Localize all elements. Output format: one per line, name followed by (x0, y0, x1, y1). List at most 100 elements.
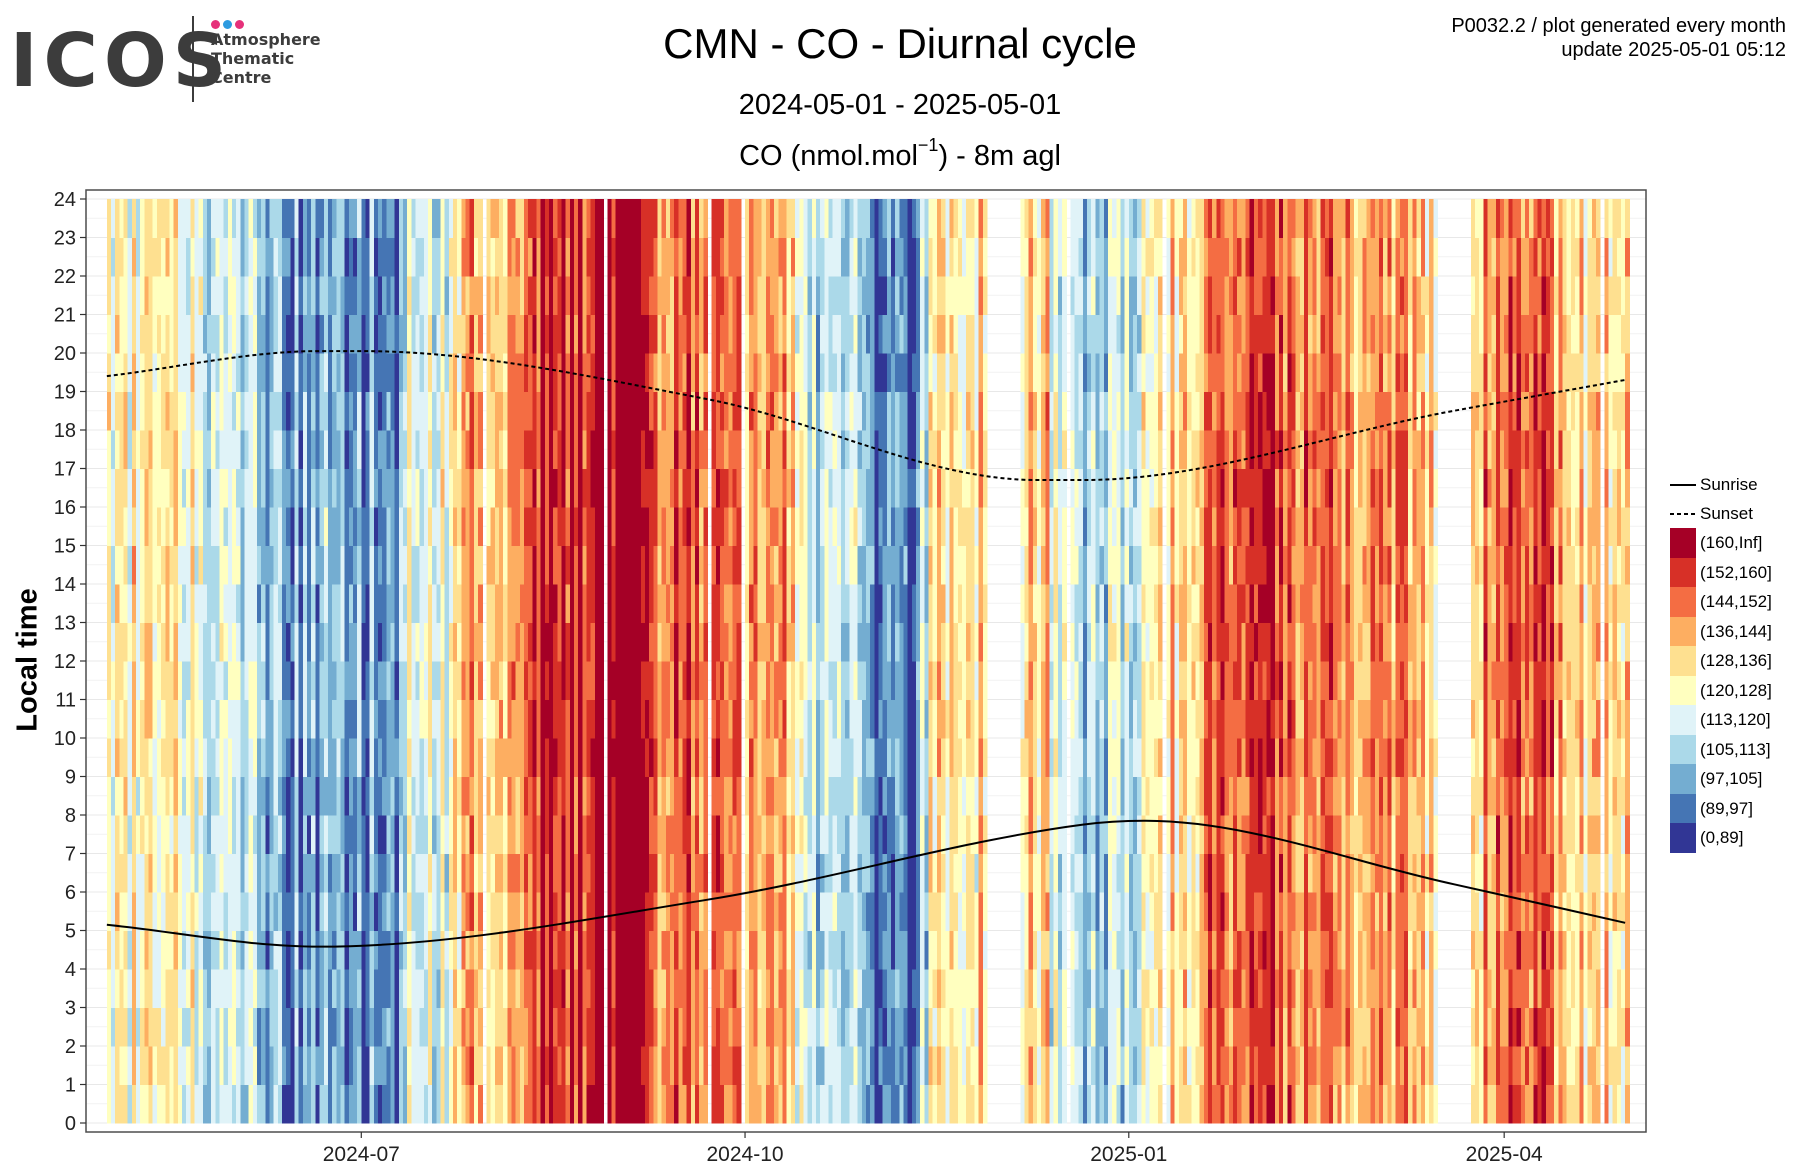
heatmap-cell (699, 622, 704, 662)
heatmap-cell (194, 430, 200, 470)
heatmap-cell (227, 391, 233, 431)
heatmap-cell (815, 545, 821, 585)
heatmap-cell (636, 584, 642, 624)
heatmap-cell (782, 314, 788, 354)
heatmap-cell (478, 391, 483, 431)
heatmap-cell (615, 468, 621, 508)
heatmap-cell (407, 776, 412, 816)
heatmap-cell (511, 892, 517, 932)
heatmap-cell (953, 237, 959, 277)
heatmap-cell (473, 738, 479, 778)
heatmap-cell (190, 430, 196, 470)
heatmap-cell (190, 738, 196, 778)
heatmap-cell (882, 391, 888, 431)
heatmap-cell (790, 776, 796, 816)
heatmap-cell (778, 314, 784, 354)
heatmap-cell (198, 391, 204, 431)
heatmap-cell (211, 969, 216, 1009)
heatmap-cell (728, 430, 734, 470)
heatmap-cell (795, 1046, 800, 1086)
heatmap-cell (352, 1046, 358, 1086)
heatmap-cell (352, 1007, 358, 1047)
heatmap-cell (540, 468, 546, 508)
heatmap-cell (377, 584, 383, 624)
heatmap-cell (144, 545, 150, 585)
heatmap-cell (757, 661, 763, 701)
heatmap-cell (657, 1084, 663, 1124)
heatmap-cell (753, 699, 759, 739)
heatmap-cell (144, 584, 150, 624)
heatmap-cell (974, 584, 980, 624)
heatmap-cell (186, 699, 191, 739)
heatmap-cell (540, 930, 546, 970)
heatmap-cell (824, 276, 830, 316)
heatmap-cell (845, 661, 850, 701)
heatmap-cell (895, 622, 900, 662)
heatmap-cell (257, 661, 262, 701)
heatmap-cell (415, 1084, 421, 1124)
heatmap-cell (753, 276, 759, 316)
heatmap-cell (181, 391, 187, 431)
heatmap-cell (131, 545, 137, 585)
heatmap-cell (240, 892, 246, 932)
heatmap-cell (644, 930, 650, 970)
heatmap-cell (327, 430, 333, 470)
heatmap-cell (490, 468, 496, 508)
heatmap-cell (699, 353, 704, 393)
heatmap-cell (724, 892, 729, 932)
heatmap-cell (240, 1007, 246, 1047)
heatmap-cell (357, 1007, 362, 1047)
heatmap-cell (761, 622, 767, 662)
heatmap-cell (465, 199, 471, 239)
heatmap-cell (757, 545, 763, 585)
heatmap-cell (348, 815, 354, 855)
heatmap-cell (774, 776, 780, 816)
heatmap-cell (715, 507, 721, 547)
heatmap-cell (711, 622, 717, 662)
heatmap-cell (294, 430, 300, 470)
heatmap-cell (244, 314, 250, 354)
heatmap-cell (361, 661, 367, 701)
heatmap-cell (357, 353, 362, 393)
heatmap-cell (111, 1046, 116, 1086)
heatmap-cell (811, 1007, 817, 1047)
heatmap-cell (599, 468, 604, 508)
heatmap-cell (861, 391, 867, 431)
heatmap-cell (282, 276, 287, 316)
heatmap-cell (970, 468, 976, 508)
heatmap-cell (903, 815, 909, 855)
heatmap-cell (711, 930, 717, 970)
heatmap-cell (970, 930, 976, 970)
heatmap-cell (507, 545, 513, 585)
heatmap-cell (490, 545, 496, 585)
heatmap-cell (736, 699, 742, 739)
heatmap-cell (824, 699, 830, 739)
heatmap-cell (765, 661, 771, 701)
heatmap-cell (886, 930, 892, 970)
heatmap-cell (661, 776, 667, 816)
heatmap-cell (557, 776, 563, 816)
heatmap-cell (669, 1007, 675, 1047)
heatmap-cell (236, 545, 241, 585)
heatmap-cell (619, 199, 625, 239)
heatmap-cell (161, 1007, 166, 1047)
heatmap-cell (561, 237, 567, 277)
heatmap-cell (957, 853, 963, 893)
heatmap-cell (770, 430, 775, 470)
heatmap-cell (936, 661, 942, 701)
heatmap-cell (836, 892, 842, 932)
heatmap-cell (882, 699, 888, 739)
heatmap-cell (136, 391, 141, 431)
heatmap-cell (778, 1007, 784, 1047)
heatmap-cell (682, 1084, 688, 1124)
heatmap-cell (206, 815, 212, 855)
heatmap-cell (265, 738, 271, 778)
heatmap-cells (106, 199, 1630, 1124)
heatmap-cell (403, 1007, 408, 1047)
heatmap-cell (574, 738, 579, 778)
heatmap-cell (448, 969, 454, 1009)
heatmap-cell (957, 815, 963, 855)
heatmap-cell (428, 545, 433, 585)
heatmap-cell (111, 430, 116, 470)
heatmap-cell (916, 853, 921, 893)
